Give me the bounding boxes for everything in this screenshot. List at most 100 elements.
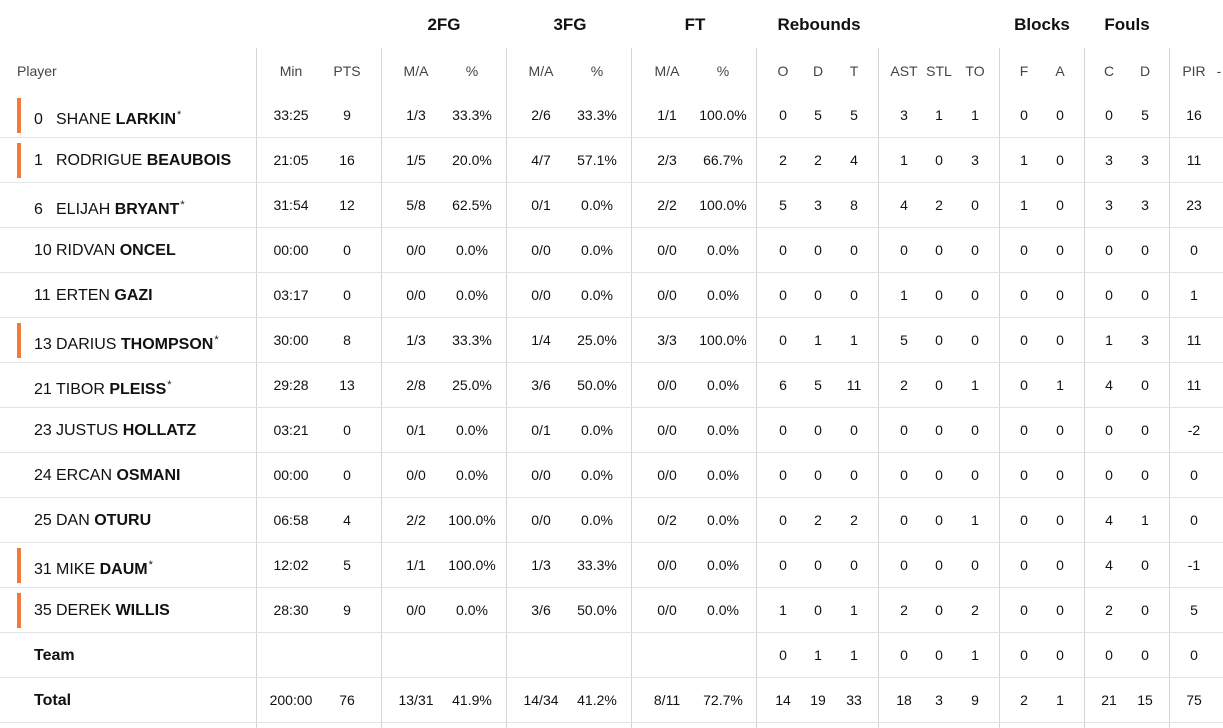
stat-foul-c: 4 (1105, 557, 1113, 573)
stat-ast: 4 (900, 197, 908, 213)
player-name[interactable]: 13 DARIUS THOMPSON* (34, 318, 219, 363)
column-header-3fg-pct[interactable]: % (590, 63, 604, 79)
column-sort-indicator[interactable]: - (1216, 63, 1222, 79)
player-number: 23 (34, 422, 52, 439)
stat-pir: 11 (1186, 332, 1202, 348)
total-label: Total (34, 692, 72, 709)
stat-to: 1 (971, 512, 979, 528)
total-row: Total 200:00 76 13/31 41.9% 14/34 41.2% 8/11 72.… (0, 678, 1223, 723)
stat-fg3-pct: 50.0% (577, 602, 617, 618)
stat-ast: 2 (900, 602, 908, 618)
player-number: 13 (34, 336, 52, 353)
player-name[interactable]: 25 DAN OTURU (34, 498, 151, 543)
stat-ft-pct: 0.0% (707, 242, 739, 258)
stat-pts: 0 (343, 422, 351, 438)
stat-stl: 0 (935, 557, 943, 573)
column-header-blk-a[interactable]: A (1055, 63, 1065, 79)
player-last-name: LARKIN (115, 111, 177, 128)
stat-ft-pct: 72.7% (703, 692, 743, 708)
stat-min: 200:00 (269, 692, 313, 708)
column-header-ft-pct[interactable]: % (716, 63, 730, 79)
stat-pts: 9 (343, 602, 351, 618)
stat-reb-o: 0 (779, 107, 787, 123)
stat-reb-o: 0 (779, 512, 787, 528)
starter-indicator (17, 143, 21, 178)
player-last-name: BRYANT (114, 201, 180, 218)
column-header-3fg-ma[interactable]: M/A (528, 63, 554, 79)
stat-fg2-ma: 0/0 (406, 242, 426, 258)
stat-ft-ma: 2/3 (657, 152, 677, 168)
stat-reb-t: 4 (850, 152, 858, 168)
column-divider (506, 48, 507, 728)
player-name[interactable]: 10 RIDVAN ONCEL (34, 228, 176, 273)
stat-ft-pct: 0.0% (707, 512, 739, 528)
stat-min: 06:58 (273, 512, 309, 528)
player-name[interactable]: 11 ERTEN GAZI (34, 273, 153, 318)
stat-blk-a: 0 (1056, 422, 1064, 438)
column-header-reb-o[interactable]: O (777, 63, 789, 79)
stat-pts: 5 (343, 557, 351, 573)
stat-min: 12:02 (273, 557, 309, 573)
stat-min: 31:54 (273, 197, 309, 213)
stat-pts: 4 (343, 512, 351, 528)
stat-blk-f: 0 (1020, 107, 1028, 123)
group-header-2fg: 2FG (427, 15, 461, 34)
stat-pts: 12 (339, 197, 355, 213)
player-first-name: TIBOR (56, 381, 105, 398)
stat-foul-d: 1 (1141, 512, 1149, 528)
column-header-foul-d[interactable]: D (1139, 63, 1151, 79)
player-name[interactable]: 0 SHANE LARKIN* (34, 93, 181, 138)
stat-reb-t: 0 (850, 467, 858, 483)
column-header-pts[interactable]: PTS (333, 63, 361, 79)
column-header-ft-ma[interactable]: M/A (654, 63, 680, 79)
column-header-reb-t[interactable]: T (849, 63, 859, 79)
stat-ft-pct: 66.7% (703, 152, 743, 168)
stat-fg2-ma: 1/1 (406, 557, 426, 573)
column-divider (999, 48, 1000, 728)
player-name[interactable]: 23 JUSTUS HOLLATZ (34, 408, 196, 453)
stat-to: 0 (971, 467, 979, 483)
stat-reb-d: 2 (814, 512, 822, 528)
column-header-stl[interactable]: STL (926, 63, 952, 79)
team-row: Team 0 1 1 0 0 1 0 0 0 0 0 (0, 633, 1223, 678)
column-header-to[interactable]: TO (965, 63, 985, 79)
starter-mark: * (167, 379, 172, 391)
stat-fg3-pct: 0.0% (581, 512, 613, 528)
player-name[interactable]: 21 TIBOR PLEISS* (34, 363, 172, 408)
player-name[interactable]: 31 MIKE DAUM* (34, 543, 153, 588)
column-header-foul-c[interactable]: C (1103, 63, 1115, 79)
player-last-name: THOMPSON (120, 336, 214, 353)
stat-to: 0 (971, 197, 979, 213)
column-header-2fg-ma[interactable]: M/A (403, 63, 429, 79)
player-number: 24 (34, 467, 52, 484)
table-row: 24 ERCAN OSMANI 00:00 0 0/0 0.0% 0/0 0.0% 0/0 0.0… (0, 453, 1223, 498)
column-header-pir[interactable]: PIR (1182, 63, 1206, 79)
column-header-blk-f[interactable]: F (1019, 63, 1029, 79)
column-header-ast[interactable]: AST (890, 63, 918, 79)
stat-stl: 0 (935, 647, 943, 663)
stat-ast: 18 (896, 692, 912, 708)
stat-pts: 0 (343, 287, 351, 303)
player-last-name: ONCEL (119, 242, 176, 259)
stat-ft-ma: 2/2 (657, 197, 677, 213)
stat-pir: 23 (1186, 197, 1202, 213)
column-header-player[interactable]: Player (17, 63, 57, 79)
stat-fg2-pct: 0.0% (456, 287, 488, 303)
player-name[interactable]: 6 ELIJAH BRYANT* (34, 183, 185, 228)
player-name[interactable]: 35 DEREK WILLIS (34, 588, 170, 633)
stat-pts: 13 (339, 377, 355, 393)
player-name[interactable]: 24 ERCAN OSMANI (34, 453, 180, 498)
column-header-2fg-pct[interactable]: % (465, 63, 479, 79)
stat-fg3-pct: 33.3% (577, 557, 617, 573)
stat-fg3-ma: 0/1 (531, 197, 551, 213)
stat-fg2-ma: 0/0 (406, 287, 426, 303)
player-last-name: PLEISS (109, 381, 167, 398)
player-first-name: ERCAN (56, 467, 113, 484)
column-header-reb-d[interactable]: D (812, 63, 824, 79)
stat-fg3-ma: 1/4 (531, 332, 551, 348)
stat-stl: 2 (935, 197, 943, 213)
stat-fg3-ma: 0/0 (531, 467, 551, 483)
player-name[interactable]: 1 RODRIGUE BEAUBOIS (34, 138, 231, 183)
column-header-min[interactable]: Min (279, 63, 303, 79)
stat-pir: 75 (1186, 692, 1202, 708)
